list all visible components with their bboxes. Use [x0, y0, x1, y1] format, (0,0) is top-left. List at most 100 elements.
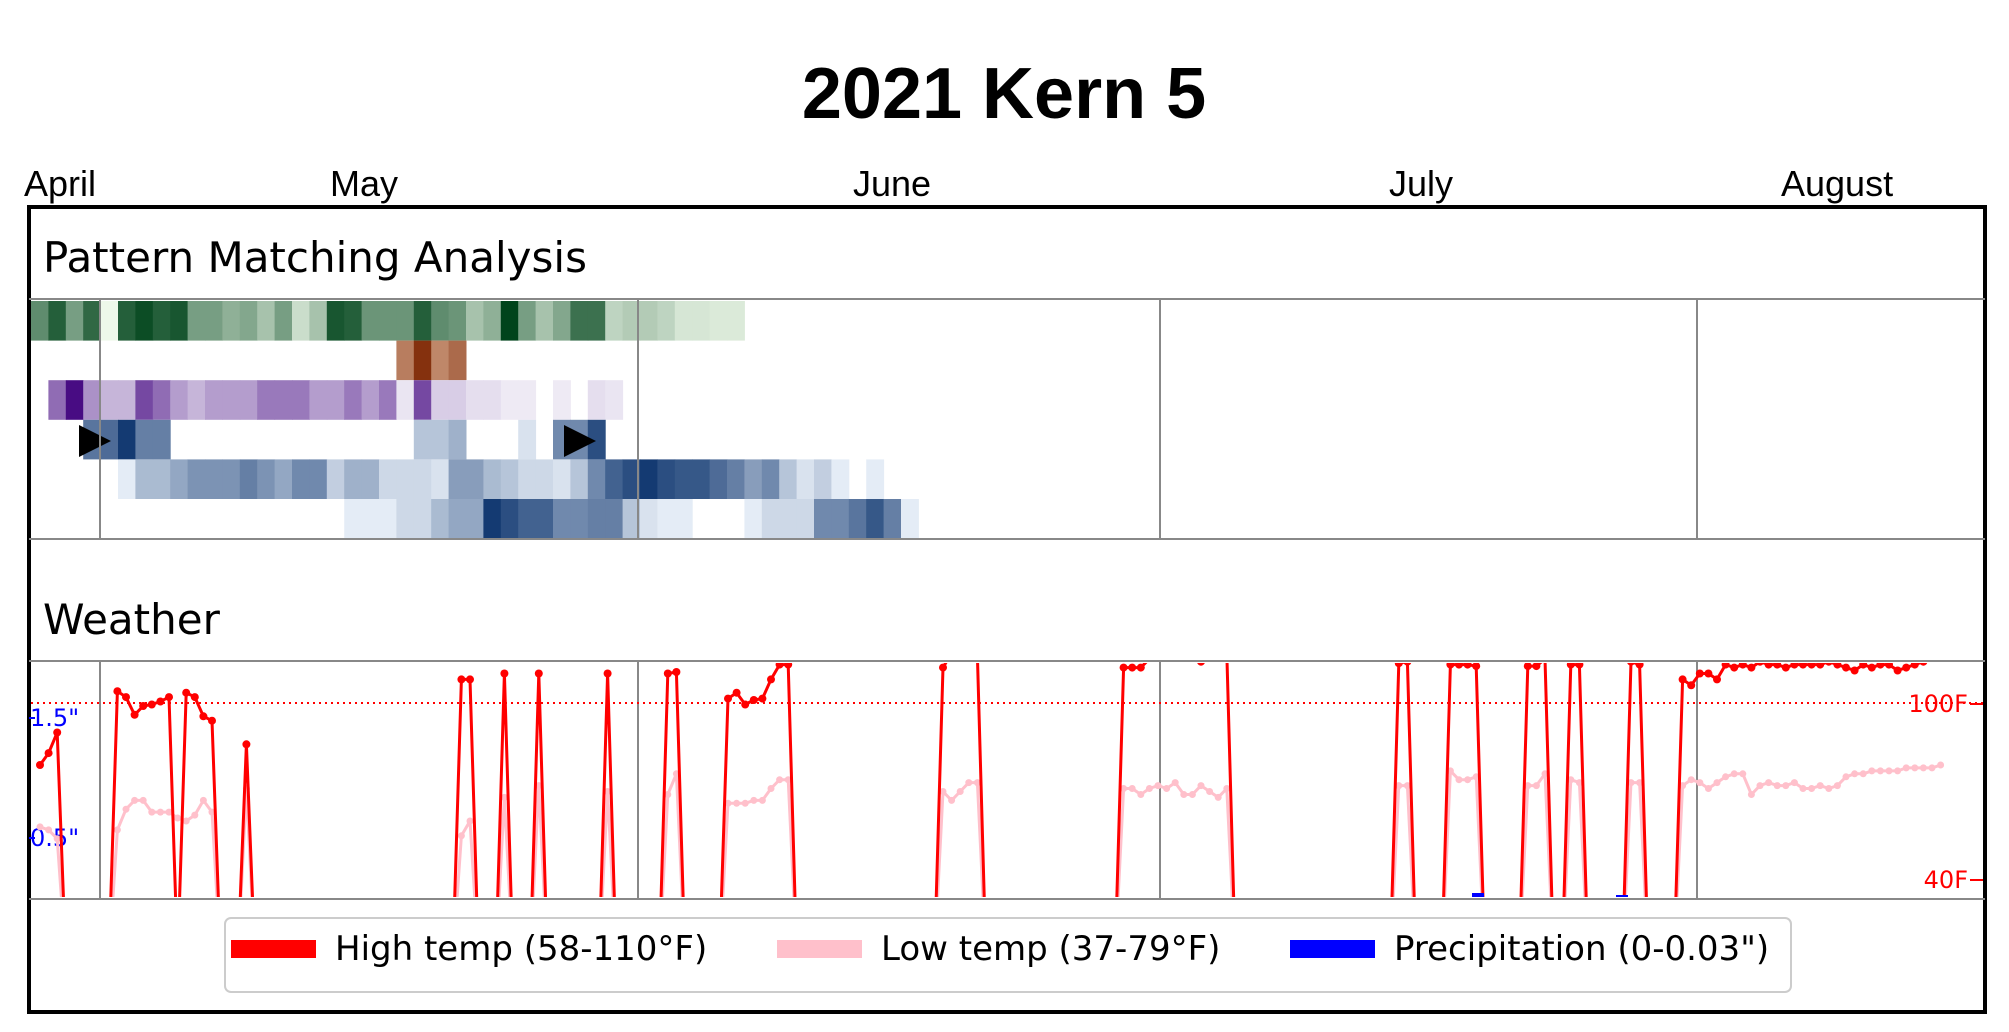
high-temp-point-107	[956, 640, 964, 648]
low-temp-point-80	[724, 799, 732, 807]
low-temp-point-132	[1171, 779, 1179, 787]
heat-cell-r2-c9	[187, 380, 206, 420]
high-temp-point-215	[1885, 663, 1893, 669]
low-temp-point-158	[1395, 782, 1403, 790]
pattern-marker-1	[79, 425, 111, 457]
legend-box	[224, 917, 1792, 993]
high-temp-point-199	[1747, 663, 1756, 672]
low-temp-point-138	[1223, 785, 1231, 792]
precip-bar-1	[1472, 893, 1484, 897]
heat-cell-r5-c18	[344, 499, 363, 539]
low-temp-point-73	[664, 791, 672, 798]
heat-cell-r4-c21	[396, 459, 415, 499]
high-temp-point-19	[199, 712, 208, 721]
low-temp-point-15	[165, 808, 173, 816]
heat-cell-r0-c35	[640, 301, 658, 341]
low-temp-point-137	[1214, 793, 1222, 801]
low-temp-point-194	[1704, 785, 1712, 792]
high-temp-point-196	[1721, 663, 1730, 669]
low-temp-point-198	[1739, 770, 1747, 778]
heat-cell-r5-c47	[848, 499, 867, 539]
high-temp-point-49	[457, 675, 466, 684]
low-temp-point-128	[1137, 791, 1145, 798]
heat-cell-r2-c17	[326, 380, 345, 420]
legend-swatch-high-temp	[231, 940, 316, 958]
low-temp-point-12	[139, 796, 147, 804]
heat-cell-r2-c28	[518, 380, 537, 420]
heat-cell-r3-c7	[152, 419, 171, 460]
heat-cell-r2-c13	[257, 380, 276, 420]
high-temp-point-82	[741, 700, 750, 709]
high-temp-point-219	[1919, 663, 1928, 666]
heat-cell-r4-c29	[535, 459, 554, 499]
low-temp-point-165	[1455, 776, 1463, 784]
heat-cell-r0-c23	[431, 301, 450, 341]
pattern-markers	[79, 425, 596, 457]
heat-cell-r0-c14	[274, 301, 293, 341]
low-temp-point-179	[1575, 779, 1583, 787]
low-temp-point-105	[939, 788, 947, 795]
heat-cell-r5-c25	[466, 499, 484, 539]
high-temp-point-84	[758, 694, 767, 703]
heat-cell-r5-c23	[431, 499, 450, 539]
low-temp-point-131	[1163, 785, 1171, 792]
low-temp-point-14	[156, 808, 164, 816]
chart-title: 2021 Kern 5	[802, 54, 1206, 134]
low-temp-point-13	[148, 808, 156, 816]
low-temp-point-196	[1722, 773, 1730, 781]
heat-cell-r0-c3	[83, 301, 102, 341]
low-temp-point-207	[1816, 782, 1824, 790]
legend: High temp (58-110°F) Low temp (37-79°F) …	[224, 917, 1792, 993]
heat-cell-r0-c37	[674, 301, 693, 341]
low-temp-point-82	[741, 799, 749, 807]
low-temp-point-58	[535, 782, 543, 790]
heat-cell-r2-c33	[605, 380, 624, 420]
high-temp-point-204	[1790, 663, 1799, 669]
heat-cell-r0-c8	[170, 301, 189, 341]
heat-cell-r5-c46	[831, 499, 850, 539]
heat-cell-r5-c28	[518, 499, 537, 539]
high-temp-point-195	[1713, 675, 1721, 684]
heat-cell-r0-c12	[239, 301, 258, 341]
heat-cell-r3-c32	[587, 419, 606, 460]
high-temp-point-218	[1910, 663, 1919, 669]
heat-cell-r0-c34	[622, 301, 641, 341]
heat-cell-r4-c12	[239, 459, 258, 499]
high-temp-point-130	[1154, 649, 1162, 657]
heat-cell-r0-c29	[535, 301, 554, 341]
heat-cell-r1-c21	[396, 340, 415, 381]
low-temp-point-173	[1524, 782, 1532, 790]
heat-cell-r4-c31	[570, 459, 589, 499]
low-temp-point-200	[1756, 782, 1764, 790]
low-temp-point-10	[122, 805, 130, 813]
heat-cell-r4-c32	[587, 459, 606, 499]
low-temp-point-214	[1876, 767, 1884, 775]
heat-cell-r4-c23	[431, 459, 450, 499]
high-temp-point-106	[948, 649, 956, 657]
heat-cell-r4-c22	[413, 459, 432, 499]
heat-cell-r4-c43	[779, 459, 798, 499]
high-temp-point-127	[1128, 663, 1137, 672]
high-temp-point-2	[53, 728, 62, 737]
month-label-april: April	[24, 163, 96, 204]
heat-cell-r0-c25	[466, 301, 484, 341]
heat-cell-r0-c33	[605, 301, 624, 341]
month-label-august: August	[1781, 163, 1893, 204]
heat-cell-r5-c33	[605, 499, 624, 539]
heat-cell-r2-c8	[170, 380, 189, 420]
heat-cell-r3-c22	[413, 419, 432, 460]
high-temp-point-15	[165, 693, 173, 702]
heat-cell-r4-c34	[622, 459, 641, 499]
temp-tick-100f: 100F	[1908, 690, 1968, 718]
high-temp-point-220	[1928, 652, 1936, 660]
low-temp-point-209	[1833, 782, 1841, 790]
heat-cell-r5-c30	[553, 499, 571, 539]
high-temp-point-18	[190, 693, 199, 702]
month-boundaries	[99, 299, 1698, 899]
low-temp-point-50	[466, 817, 474, 825]
high-temp-point-50	[466, 675, 474, 684]
heat-cell-r0-c27	[500, 301, 519, 341]
low-temp-point-106	[948, 796, 956, 804]
heat-cell-r5-c37	[674, 499, 693, 539]
